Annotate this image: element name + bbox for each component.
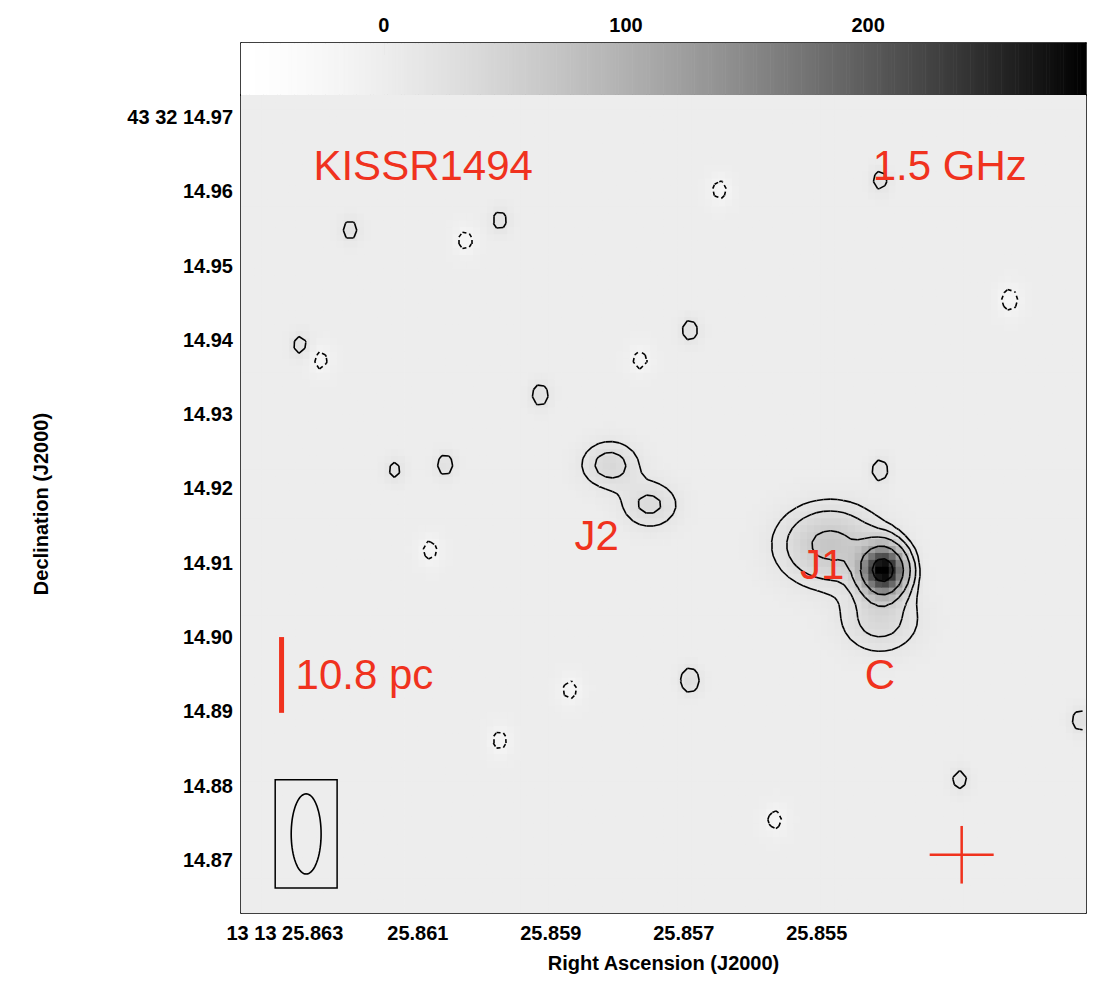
svg-text:14.87: 14.87: [183, 849, 233, 871]
svg-text:43 32 14.97: 43 32 14.97: [127, 106, 233, 128]
svg-text:14.88: 14.88: [183, 775, 233, 797]
svg-text:14.90: 14.90: [183, 626, 233, 648]
svg-text:25.855: 25.855: [786, 922, 847, 944]
svg-text:14.91: 14.91: [183, 552, 233, 574]
svg-text:1.5 GHz: 1.5 GHz: [873, 142, 1027, 189]
svg-text:14.92: 14.92: [183, 477, 233, 499]
svg-text:14.95: 14.95: [183, 255, 233, 277]
svg-text:J2: J2: [575, 512, 619, 559]
svg-text:Right Ascension (J2000): Right Ascension (J2000): [548, 952, 780, 974]
svg-text:KISSR1494: KISSR1494: [313, 142, 532, 189]
svg-text:14.96: 14.96: [183, 180, 233, 202]
svg-text:25.857: 25.857: [653, 922, 714, 944]
svg-text:14.93: 14.93: [183, 403, 233, 425]
svg-text:13 13 25.863: 13 13 25.863: [226, 922, 343, 944]
svg-text:25.859: 25.859: [520, 922, 581, 944]
svg-text:0: 0: [378, 14, 389, 36]
svg-text:14.94: 14.94: [183, 329, 234, 351]
svg-text:100: 100: [609, 14, 642, 36]
svg-text:14.89: 14.89: [183, 700, 233, 722]
svg-text:200: 200: [851, 14, 884, 36]
svg-text:C: C: [865, 651, 895, 698]
svg-text:10.8 pc: 10.8 pc: [296, 651, 434, 698]
svg-text:Declination (J2000): Declination (J2000): [30, 413, 52, 595]
svg-text:25.861: 25.861: [387, 922, 448, 944]
svg-text:J1: J1: [800, 541, 844, 588]
